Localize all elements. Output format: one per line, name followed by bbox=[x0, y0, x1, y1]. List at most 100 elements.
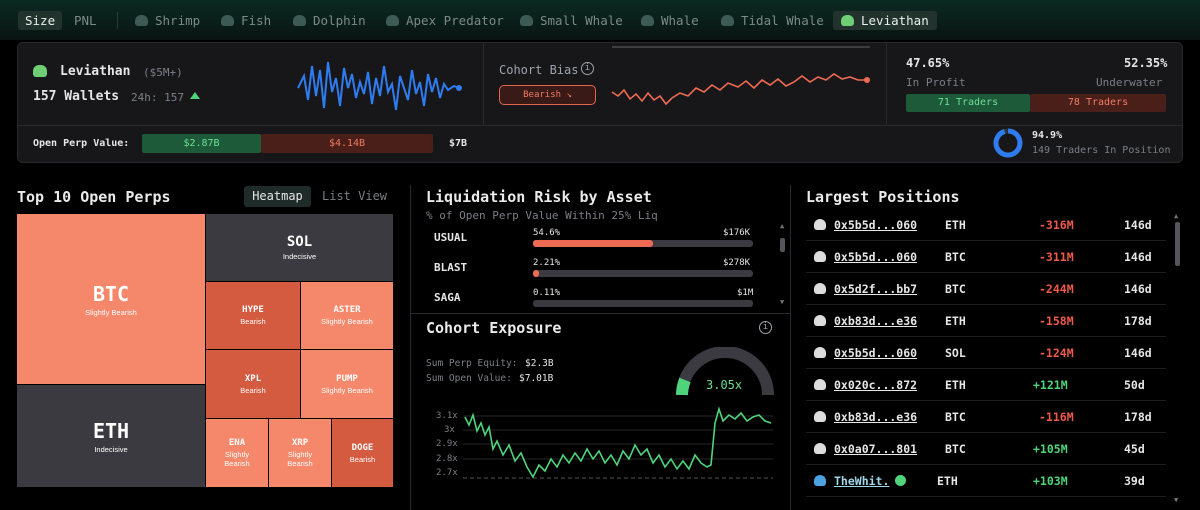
treemap-tile-xrp[interactable]: XRP Slightly Bearish bbox=[269, 419, 331, 487]
address-text: 0x0a07...801 bbox=[834, 442, 918, 456]
tab-dolphin[interactable]: Dolphin bbox=[293, 11, 366, 30]
position-age: 45d bbox=[1124, 442, 1145, 456]
skull-icon bbox=[814, 283, 826, 294]
tab-label: Small Whale bbox=[540, 13, 623, 28]
treemap-tile-aster[interactable]: ASTER Slightly Bearish bbox=[301, 282, 393, 349]
position-asset: ETH bbox=[945, 218, 966, 232]
position-asset: ETH bbox=[937, 474, 958, 488]
divider bbox=[483, 43, 484, 125]
tab-label: Whale bbox=[661, 13, 699, 28]
position-row[interactable]: 0xb83d...e36 BTC -116M 178d bbox=[806, 401, 1166, 433]
scroll-up-icon[interactable]: ▲ bbox=[780, 222, 785, 230]
pnl-toggle[interactable]: PNL bbox=[74, 13, 97, 28]
y-tick: 2.9x bbox=[436, 439, 458, 449]
info-icon[interactable]: i bbox=[759, 321, 772, 334]
treemap-tile-pump[interactable]: PUMP Slightly Bearish bbox=[301, 350, 393, 418]
treemap-tile-doge[interactable]: DOGE Bearish bbox=[332, 419, 393, 487]
y-tick: 2.7x bbox=[436, 468, 458, 478]
position-asset: BTC bbox=[945, 442, 966, 456]
address-link[interactable]: 0xb83d...e36 bbox=[814, 410, 917, 424]
tile-name: ASTER bbox=[333, 305, 361, 315]
list-view-button[interactable]: List View bbox=[322, 189, 388, 203]
position-row[interactable]: 0xb83d...e36 ETH -158M 178d bbox=[806, 305, 1166, 337]
dolphin-icon bbox=[293, 15, 306, 26]
wallet-change: 24h: 157 bbox=[131, 91, 184, 104]
verified-badge-icon bbox=[895, 475, 907, 486]
tab-shrimp[interactable]: Shrimp bbox=[135, 11, 200, 30]
tile-status: Slightly Bearish bbox=[224, 450, 250, 468]
tile-name: ENA bbox=[228, 438, 246, 448]
leverage-gauge bbox=[676, 347, 774, 396]
address-link[interactable]: 0x0a07...801 bbox=[814, 442, 917, 456]
tile-status: Slightly Bearish bbox=[321, 385, 373, 395]
tile-name: PUMP bbox=[336, 373, 358, 384]
tile-name: BTC bbox=[92, 281, 130, 306]
tab-leviathan[interactable]: Leviathan bbox=[833, 11, 937, 30]
position-row[interactable]: 0x5b5d...060 BTC -311M 146d bbox=[806, 241, 1166, 273]
info-icon[interactable]: i bbox=[581, 62, 594, 75]
address-link[interactable]: 0x5b5d...060 bbox=[814, 346, 917, 360]
treemap-tile-xpl[interactable]: XPL Bearish bbox=[206, 350, 300, 418]
treemap-tile-sol[interactable]: SOL Indecisive bbox=[206, 214, 393, 281]
heatmap-title: Top 10 Open Perps bbox=[17, 188, 171, 206]
liq-scrollbar[interactable] bbox=[780, 238, 785, 252]
in-profit-label: In Profit bbox=[906, 76, 966, 89]
position-size: -124M bbox=[1039, 346, 1074, 360]
equity-label: Sum Perp Equity: bbox=[426, 358, 518, 369]
treemap-tile-eth[interactable]: ETH Indecisive bbox=[17, 385, 205, 487]
positions-title: Largest Positions bbox=[806, 188, 960, 206]
address-link[interactable]: 0x5b5d...060 bbox=[814, 218, 917, 232]
tab-tidal-whale[interactable]: Tidal Whale bbox=[721, 11, 824, 30]
tile-name: HYPE bbox=[242, 305, 264, 315]
tab-label: Tidal Whale bbox=[741, 13, 824, 28]
position-asset: BTC bbox=[945, 410, 966, 424]
address-link[interactable]: TheWhit. bbox=[814, 474, 907, 488]
position-row[interactable]: 0x5b5d...060 ETH -316M 146d bbox=[806, 209, 1166, 241]
position-row[interactable]: TheWhit. ETH +103M 39d bbox=[806, 465, 1166, 497]
tab-apex-predator[interactable]: Apex Predator bbox=[386, 11, 504, 30]
address-link[interactable]: 0x5b5d...060 bbox=[814, 250, 917, 264]
treemap-tile-btc[interactable]: BTC Slightly Bearish bbox=[17, 214, 205, 384]
liq-value: $176K bbox=[723, 228, 751, 238]
open-perp-label: Open Perp Value: bbox=[33, 138, 130, 149]
underwater-pct: 52.35% bbox=[1124, 56, 1168, 70]
skull-icon bbox=[814, 347, 826, 358]
position-row[interactable]: 0x5d2f...bb7 BTC -244M 146d bbox=[806, 273, 1166, 305]
scroll-down-icon[interactable]: ▼ bbox=[1174, 496, 1179, 504]
address-link[interactable]: 0x5d2f...bb7 bbox=[814, 282, 917, 296]
address-link[interactable]: 0xb83d...e36 bbox=[814, 314, 917, 328]
shark-icon bbox=[386, 15, 399, 26]
tab-fish[interactable]: Fish bbox=[221, 11, 271, 30]
position-age: 178d bbox=[1124, 314, 1152, 328]
liq-asset: USUAL bbox=[434, 231, 468, 244]
treemap-tile-hype[interactable]: HYPE Bearish bbox=[206, 282, 300, 349]
positions-scrollbar[interactable] bbox=[1175, 222, 1180, 266]
heatmap-view-button[interactable]: Heatmap bbox=[244, 186, 311, 207]
scroll-down-icon[interactable]: ▼ bbox=[780, 298, 785, 306]
position-row[interactable]: 0x0a07...801 BTC +105M 45d bbox=[806, 433, 1166, 465]
liq-pct: 2.21% bbox=[533, 258, 561, 268]
tab-label: Fish bbox=[241, 13, 272, 28]
position-age: 39d bbox=[1124, 474, 1145, 488]
position-row[interactable]: 0x020c...872 ETH +121M 50d bbox=[806, 369, 1166, 401]
tile-status: Indecisive bbox=[282, 252, 317, 261]
address-link[interactable]: 0x020c...872 bbox=[814, 378, 917, 392]
tab-small-whale[interactable]: Small Whale bbox=[520, 11, 623, 30]
address-text: 0x5b5d...060 bbox=[834, 250, 918, 264]
liq-bar-fill bbox=[533, 270, 539, 277]
treemap-tile-ena[interactable]: ENA Slightly Bearish bbox=[206, 419, 268, 487]
position-size: +105M bbox=[1033, 442, 1068, 456]
position-age: 146d bbox=[1124, 346, 1152, 360]
leverage-value: 3.05x bbox=[706, 378, 743, 392]
divider bbox=[886, 43, 887, 125]
liq-pct: 0.11% bbox=[533, 288, 561, 298]
cohort-name: Leviathan bbox=[60, 64, 131, 79]
position-row[interactable]: 0x5b5d...060 SOL -124M 146d bbox=[806, 337, 1166, 369]
tile-status: Slightly Bearish bbox=[85, 307, 137, 317]
y-tick: 3.1x bbox=[436, 411, 458, 421]
scroll-up-icon[interactable]: ▲ bbox=[1174, 212, 1179, 220]
size-toggle[interactable]: Size bbox=[18, 11, 63, 30]
skull-icon bbox=[814, 315, 826, 326]
tab-whale[interactable]: Whale bbox=[641, 11, 699, 30]
y-tick: 3x bbox=[444, 425, 455, 435]
